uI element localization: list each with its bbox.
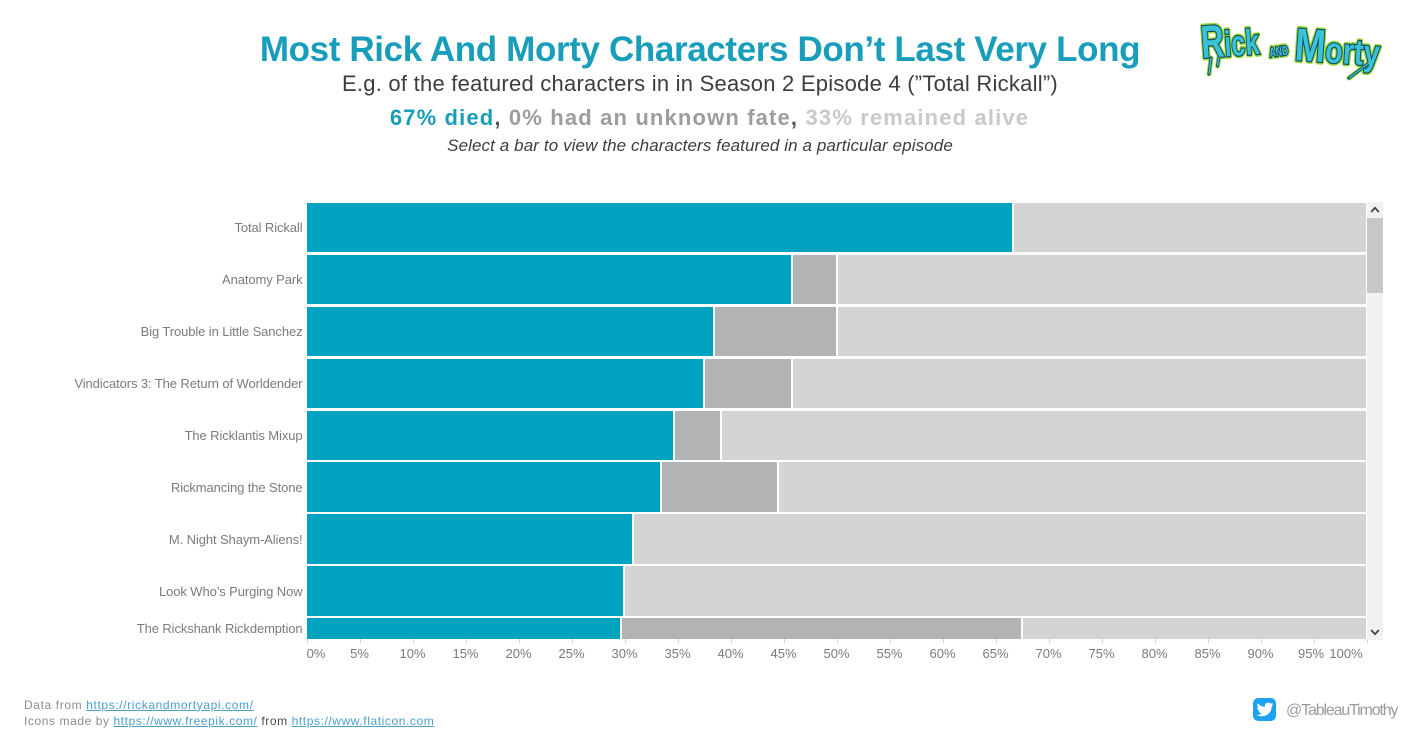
svg-text:Rick: Rick (1199, 16, 1261, 68)
svg-text:AND: AND (1268, 42, 1289, 59)
svg-text:Morty: Morty (1293, 18, 1381, 76)
svg-text:Rick: Rick (1199, 16, 1261, 68)
svg-text:AND: AND (1268, 42, 1289, 59)
svg-text:AND: AND (1268, 42, 1289, 59)
svg-text:Morty: Morty (1293, 18, 1381, 76)
